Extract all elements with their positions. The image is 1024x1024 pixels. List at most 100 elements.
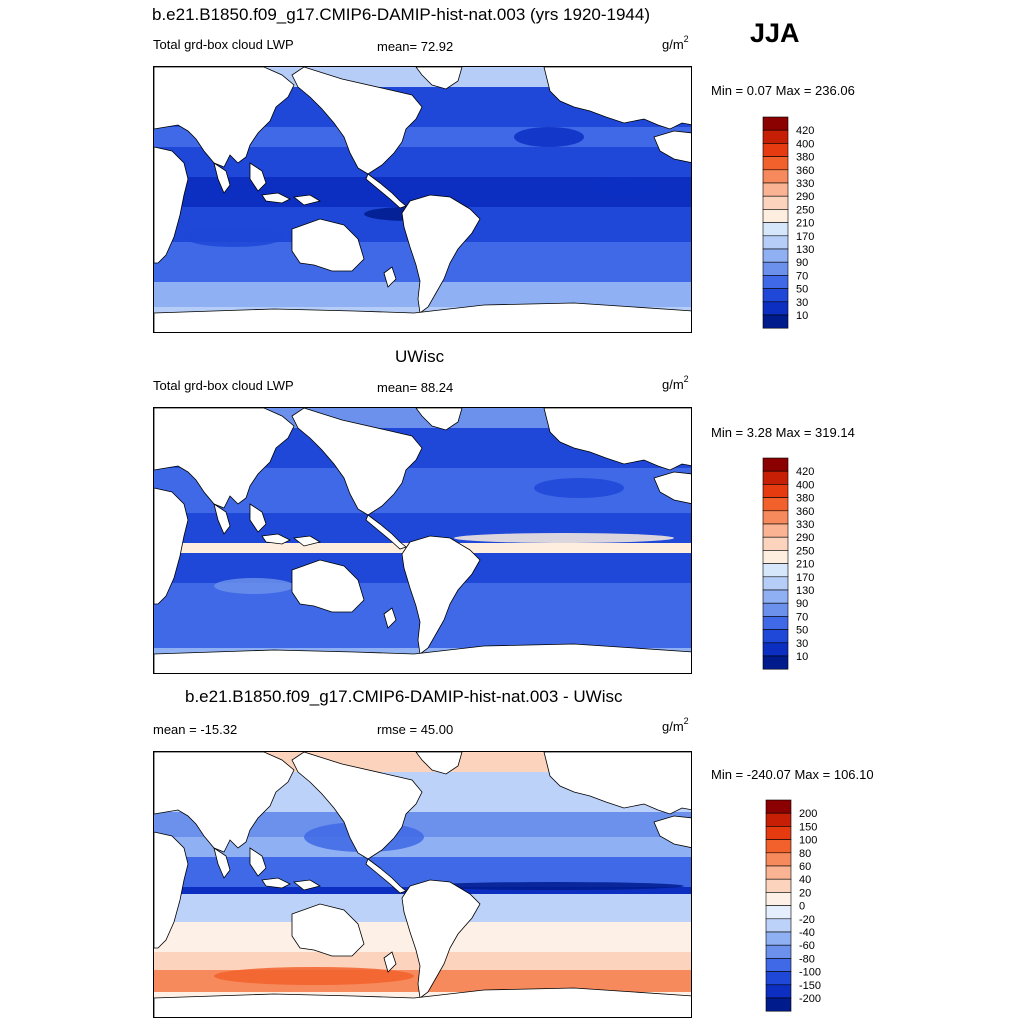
colorbar-tick-label: -60 [799, 940, 815, 952]
colorbar-swatch [765, 958, 792, 972]
field-patch [534, 478, 624, 498]
colorbar-swatch [762, 314, 789, 329]
coastline [293, 194, 322, 206]
colorbar-tick-label: -200 [799, 993, 821, 1005]
colorbar-tick-label: -100 [799, 967, 821, 979]
colorbar-swatch [765, 852, 792, 867]
coastline [291, 559, 365, 613]
coastline [154, 987, 691, 1017]
coastline [291, 408, 423, 516]
panel3-mean-label: mean = -15.32 [153, 722, 238, 737]
coastline [291, 67, 423, 175]
colorbar-swatch [762, 642, 789, 657]
panel3-units: g/m2 [662, 716, 689, 734]
colorbar-tick-label: 290 [796, 532, 814, 544]
coastline [383, 951, 397, 973]
field-patch [594, 177, 654, 195]
coastline [543, 408, 691, 471]
coastline [154, 831, 189, 949]
panel2-left-label: Total grd-box cloud LWP [153, 378, 294, 393]
colorbar-tick-label: 50 [796, 625, 808, 637]
colorbar-swatch [762, 602, 789, 617]
coastline [543, 67, 691, 130]
colorbar-tick-label: 250 [796, 545, 814, 557]
coastline [653, 130, 691, 163]
panel2-title: UWisc [395, 347, 445, 366]
field-patch [214, 967, 414, 985]
colorbar-tick-label: 80 [799, 848, 811, 860]
panel3-minmax: Min = -240.07 Max = 106.10 [711, 767, 874, 782]
field-band [154, 837, 691, 857]
field-patch [534, 932, 664, 946]
colorbar-tick-label: 60 [799, 861, 811, 873]
colorbar-swatch [762, 563, 789, 578]
coastline [415, 752, 463, 775]
coastline [365, 858, 407, 894]
colorbar-swatch [762, 288, 789, 303]
colorbar-tick-label: 20 [799, 887, 811, 899]
coastline [365, 514, 407, 550]
panel1-map [153, 66, 692, 333]
colorbar-tick-label: -150 [799, 980, 821, 992]
colorbar-swatch [762, 523, 789, 538]
colorbar-tick-label: 130 [796, 585, 814, 597]
colorbar-swatch [762, 182, 789, 197]
colorbar-swatch [762, 576, 789, 591]
colorbar-swatch [765, 944, 792, 959]
coastline [383, 607, 397, 629]
colorbar-tick-label: 170 [796, 231, 814, 243]
panel3-rmse-label: rmse = 45.00 [377, 722, 454, 737]
panel3-map [153, 751, 692, 1018]
panel3-colorbar: 200 150 100 80 60 40 20 0 -20 -40 -60 -80 -100 -150 -2… [765, 799, 846, 1014]
colorbar-tick-label: 330 [796, 178, 814, 190]
colorbar-tick-label: 360 [796, 506, 814, 518]
field-patch [424, 882, 684, 890]
coastline [213, 162, 231, 194]
panel3-title: b.e21.B1850.f09_g17.CMIP6-DAMIP-hist-nat… [185, 687, 623, 706]
coastline [249, 162, 267, 192]
colorbar-tick-label: 70 [796, 611, 808, 623]
colorbar-swatch [765, 826, 792, 840]
colorbar-swatch [765, 971, 792, 986]
colorbar-swatch [765, 878, 792, 893]
panel2-map [153, 407, 692, 674]
colorbar-tick-label: 70 [796, 270, 808, 282]
panel1-mean-label: mean= 72.92 [377, 39, 454, 54]
colorbar-tick-label: 420 [796, 466, 814, 478]
panel2-units: g/m2 [662, 374, 689, 392]
colorbar-swatch [762, 248, 789, 263]
colorbar-swatch [762, 116, 789, 131]
colorbar-tick-label: 210 [796, 218, 814, 230]
colorbar-tick-label: 400 [796, 138, 814, 150]
colorbar-tick-label: 330 [796, 519, 814, 531]
field-patch [514, 127, 584, 147]
panel1-title: b.e21.B1850.f09_g17.CMIP6-DAMIP-hist-nat… [152, 5, 650, 24]
colorbar-swatch [762, 629, 789, 644]
colorbar-swatch [765, 918, 792, 933]
colorbar-swatch [762, 209, 789, 223]
coastline [261, 192, 291, 204]
colorbar-swatch [762, 470, 789, 485]
field-patch [184, 227, 284, 247]
field-patch [454, 533, 674, 543]
panel1-units: g/m2 [662, 34, 689, 52]
colorbar-swatch [765, 997, 792, 1012]
coastline [401, 535, 481, 655]
colorbar-tick-label: 100 [799, 835, 817, 847]
coastline [291, 218, 365, 272]
season-label: JJA [750, 18, 800, 48]
coastline [154, 67, 295, 168]
coastline [293, 535, 322, 547]
colorbar-tick-label: 30 [796, 638, 808, 650]
colorbar-tick-label: 10 [796, 310, 808, 322]
coastline [291, 752, 423, 860]
coastline [653, 815, 691, 848]
colorbar-swatch [762, 301, 789, 316]
coastline [383, 266, 397, 288]
colorbar-swatch [762, 536, 789, 551]
coastline [291, 903, 365, 957]
colorbar-tick-label: 290 [796, 191, 814, 203]
coastline [653, 471, 691, 504]
colorbar-swatch [762, 275, 789, 289]
panel1-left-label: Total grd-box cloud LWP [153, 37, 294, 52]
